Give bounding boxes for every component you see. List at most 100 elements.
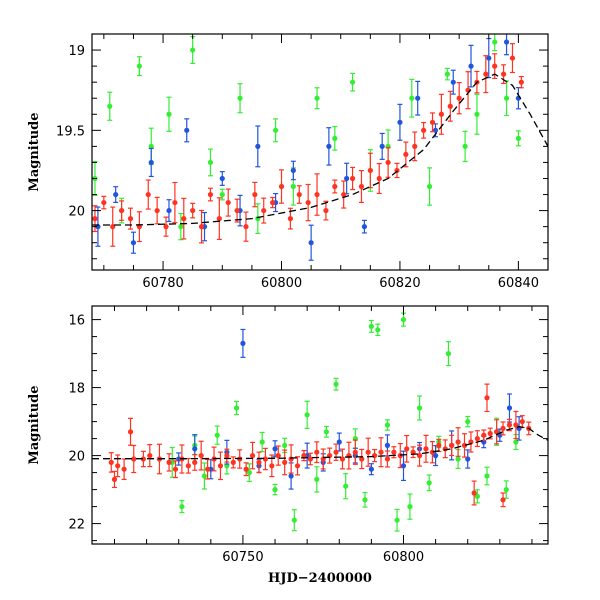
red-data-point: [378, 437, 384, 468]
red-data-point: [301, 449, 307, 462]
green-data-point: [368, 319, 374, 333]
red-data-point: [145, 179, 151, 210]
green-data-point: [462, 130, 468, 163]
blue-data-point: [184, 118, 190, 143]
green-data-point: [343, 473, 349, 500]
red-data-point: [252, 181, 258, 208]
red-data-point: [243, 462, 249, 477]
red-data-point: [270, 196, 276, 209]
blue-data-point: [240, 328, 246, 358]
red-data-point: [365, 437, 371, 467]
red-data-point: [111, 470, 118, 489]
red-data-point: [190, 202, 196, 219]
green-data-point: [333, 377, 339, 391]
red-data-point: [391, 446, 397, 459]
red-data-point: [172, 460, 179, 479]
green-data-point: [237, 83, 243, 114]
red-data-point: [518, 75, 524, 89]
blue-data-point: [290, 160, 296, 181]
red-data-point: [243, 211, 249, 242]
green-data-point: [384, 419, 391, 431]
green-data-point: [409, 78, 415, 118]
red-data-point: [127, 207, 134, 230]
y-tick-label: 22: [68, 518, 85, 533]
red-data-point: [163, 216, 169, 237]
green-data-point: [207, 148, 214, 177]
red-data-point: [423, 434, 429, 463]
red-data-point: [207, 187, 214, 202]
red-data-point: [403, 141, 409, 168]
red-data-point: [385, 147, 391, 178]
x-axis-title: HJD−2400000: [268, 571, 372, 586]
green-data-point: [219, 188, 225, 201]
plot-area: [92, 312, 548, 532]
blue-data-point: [326, 127, 332, 166]
red-data-point: [449, 434, 455, 457]
y-axis-title: Magnitude: [27, 112, 42, 191]
red-data-point: [101, 195, 107, 210]
green-data-point: [349, 72, 356, 92]
y-axis-title: Magnitude: [27, 385, 42, 464]
green-data-point: [178, 212, 184, 241]
red-data-point: [314, 441, 320, 464]
green-data-point: [407, 493, 413, 520]
blue-data-point: [361, 219, 368, 234]
red-data-point: [341, 180, 347, 209]
red-data-point: [447, 90, 453, 122]
red-data-point: [421, 121, 427, 139]
red-data-point: [429, 112, 436, 133]
red-data-point: [294, 456, 301, 476]
blue-data-point: [486, 37, 492, 79]
red-data-point: [410, 446, 416, 459]
red-data-point: [438, 93, 445, 135]
red-data-point: [205, 458, 211, 480]
red-data-point: [384, 450, 391, 468]
green-data-point: [515, 130, 521, 147]
red-data-point: [296, 185, 302, 204]
red-data-point: [288, 444, 294, 474]
green-data-point: [484, 466, 490, 486]
red-data-point: [225, 188, 231, 217]
green-data-point: [323, 425, 330, 438]
blue-data-point: [336, 432, 342, 452]
green-data-point: [503, 480, 509, 499]
red-data-point: [333, 443, 339, 461]
model-curve: [92, 73, 548, 226]
green-data-point: [503, 80, 510, 117]
red-data-point: [332, 179, 338, 194]
red-data-point: [262, 447, 269, 471]
red-data-point: [224, 448, 230, 463]
green-data-point: [314, 87, 320, 110]
green-data-point: [362, 491, 368, 508]
blue-data-point: [450, 69, 456, 95]
red-data-point: [481, 429, 487, 442]
green-data-point: [332, 125, 338, 151]
blue-data-point: [506, 393, 513, 423]
y-axis: 19 19.5 20: [56, 33, 548, 260]
red-data-point: [352, 439, 358, 465]
green-data-point: [375, 323, 381, 337]
red-data-point: [474, 430, 480, 448]
green-data-point: [426, 474, 432, 492]
x-tick-label: 60780: [142, 276, 183, 291]
blue-data-point: [465, 449, 471, 469]
red-data-point: [359, 448, 365, 470]
red-data-point: [198, 209, 205, 244]
red-data-point: [339, 448, 346, 470]
red-data-point: [282, 449, 288, 476]
red-data-point: [140, 450, 146, 468]
red-data-point: [358, 169, 365, 204]
red-data-point: [192, 453, 198, 471]
red-data-point: [412, 131, 418, 162]
blue-data-point: [397, 103, 403, 141]
model-curve: [92, 426, 548, 460]
green-data-point: [492, 34, 498, 52]
red-data-point: [500, 421, 506, 436]
blue-data-point: [503, 34, 510, 56]
red-data-point: [181, 197, 187, 240]
red-data-point: [320, 448, 326, 470]
blue-data-point: [415, 80, 421, 116]
y-tick-label: 19: [68, 44, 85, 59]
bottom-panel: 60750 60800 16 18 20 22 Magnitude HJD−2400000: [27, 305, 549, 586]
